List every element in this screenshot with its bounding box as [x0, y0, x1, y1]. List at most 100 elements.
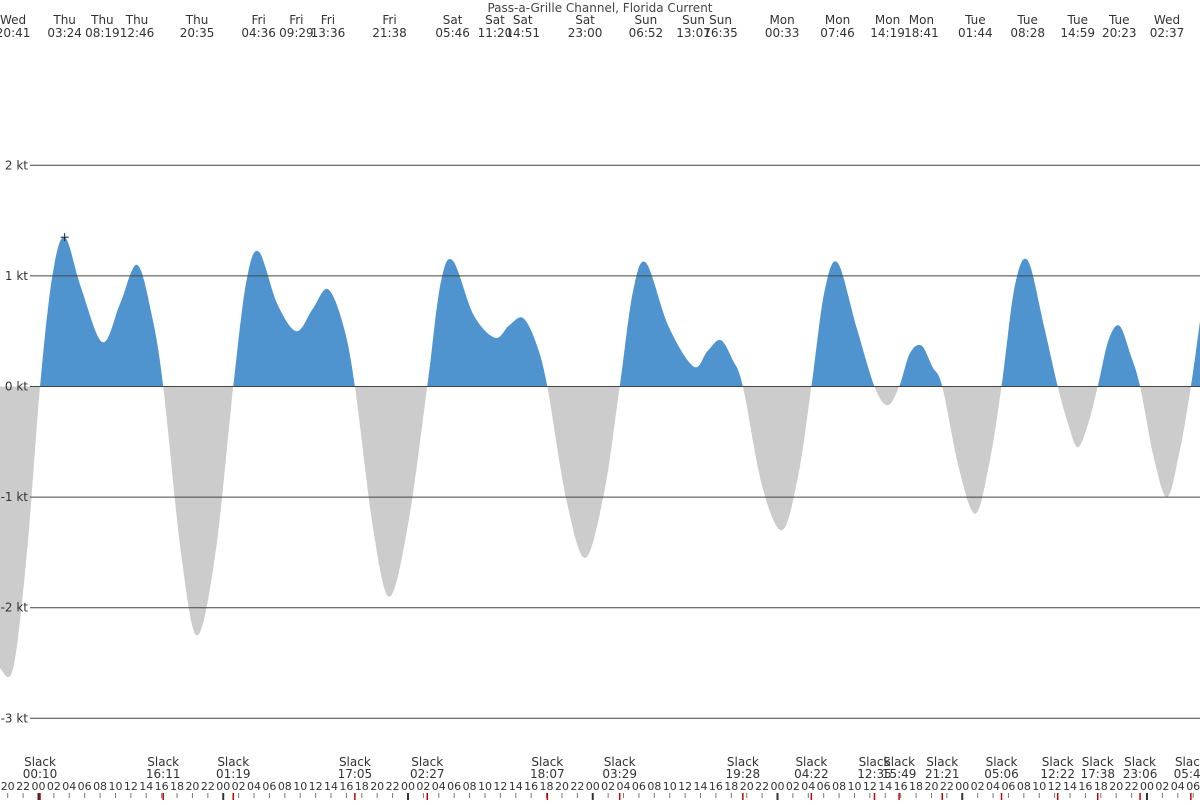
hour-label-41: 06	[632, 780, 646, 793]
top-event-time-1: 03:24	[47, 26, 82, 40]
flood-area-1	[40, 237, 164, 387]
hour-label-49: 22	[755, 780, 769, 793]
slack-time-16: 05:40	[1174, 767, 1200, 781]
hour-label-75: 02	[1155, 780, 1169, 793]
top-event-time-12: 23:00	[568, 26, 603, 40]
top-event-time-18: 14:19	[870, 26, 905, 40]
hour-label-7: 10	[108, 780, 122, 793]
y-tick-label-4: 1 kt	[5, 269, 28, 283]
hour-label-45: 14	[694, 780, 708, 793]
top-event-time-20: 01:44	[958, 26, 993, 40]
hour-label-52: 04	[801, 780, 815, 793]
top-event-time-13: 06:52	[629, 26, 664, 40]
hour-label-2: 00	[31, 780, 45, 793]
top-event-day-8: Fri	[382, 13, 396, 27]
slack-time-15: 23:06	[1123, 767, 1158, 781]
hour-label-34: 16	[524, 780, 538, 793]
hour-label-30: 08	[463, 780, 477, 793]
flood-area-7	[619, 261, 743, 387]
hour-label-21: 14	[324, 780, 338, 793]
ebb-area-6	[547, 386, 620, 558]
top-event-time-17: 07:46	[820, 26, 855, 40]
hour-label-74: 00	[1140, 780, 1154, 793]
hour-label-24: 20	[370, 780, 384, 793]
slack-time-7: 19:28	[726, 767, 761, 781]
hour-label-26: 00	[401, 780, 415, 793]
slack-label-8: Slack	[795, 755, 827, 769]
slack-label-7: Slack	[727, 755, 759, 769]
ebb-area-8	[742, 386, 812, 531]
hour-label-68: 12	[1048, 780, 1062, 793]
top-event-day-10: Sat	[485, 13, 505, 27]
hour-label-35: 18	[540, 780, 554, 793]
flood-area-9	[811, 261, 875, 387]
hour-label-62: 00	[955, 780, 969, 793]
hour-label-18: 08	[278, 780, 292, 793]
ebb-area-4	[354, 386, 428, 597]
slack-time-11: 21:21	[925, 767, 960, 781]
slack-label-1: Slack	[147, 755, 179, 769]
y-tick-label-2: -1 kt	[1, 490, 29, 504]
hour-label-0: 20	[1, 780, 15, 793]
top-event-day-4: Thu	[185, 13, 209, 27]
top-event-time-4: 20:35	[180, 26, 215, 40]
top-event-day-24: Wed	[1154, 13, 1180, 27]
hour-label-65: 06	[1001, 780, 1015, 793]
hour-label-28: 04	[432, 780, 446, 793]
slack-label-3: Slack	[339, 755, 371, 769]
hour-label-3: 02	[47, 780, 61, 793]
hour-label-31: 10	[478, 780, 492, 793]
top-event-time-19: 18:41	[904, 26, 939, 40]
top-event-time-8: 21:38	[372, 26, 407, 40]
hour-label-10: 16	[155, 780, 169, 793]
hour-label-53: 06	[817, 780, 831, 793]
hour-label-66: 08	[1017, 780, 1031, 793]
hour-label-47: 18	[724, 780, 738, 793]
hour-label-23: 18	[355, 780, 369, 793]
top-event-time-11: 14:51	[505, 26, 540, 40]
hour-label-57: 14	[878, 780, 892, 793]
slack-time-1: 16:11	[146, 767, 181, 781]
hour-label-16: 04	[247, 780, 261, 793]
ebb-area-16	[1140, 386, 1191, 498]
top-event-day-14: Sun	[682, 13, 705, 27]
slack-label-11: Slack	[926, 755, 958, 769]
hour-label-50: 00	[770, 780, 784, 793]
hour-label-12: 20	[185, 780, 199, 793]
hour-label-9: 14	[139, 780, 153, 793]
slack-time-0: 00:10	[23, 767, 58, 781]
hour-label-1: 22	[16, 780, 30, 793]
top-event-day-16: Mon	[769, 13, 794, 27]
top-event-time-6: 09:29	[279, 26, 314, 40]
slack-time-13: 12:22	[1040, 767, 1075, 781]
flood-area-13	[1001, 258, 1058, 387]
y-tick-label-3: 0 kt	[5, 380, 28, 394]
hour-label-73: 22	[1125, 780, 1139, 793]
flood-area-17	[1190, 320, 1200, 387]
hour-label-69: 14	[1063, 780, 1077, 793]
flood-area-5	[427, 259, 548, 387]
hour-label-42: 08	[647, 780, 661, 793]
top-event-day-9: Sat	[443, 13, 463, 27]
hour-label-59: 18	[909, 780, 923, 793]
hour-label-36: 20	[555, 780, 569, 793]
top-event-day-1: Thu	[52, 13, 76, 27]
slack-time-5: 18:07	[530, 767, 565, 781]
flood-area-15	[1097, 325, 1141, 387]
top-event-day-21: Tue	[1016, 13, 1038, 27]
hour-label-8: 12	[124, 780, 138, 793]
ebb-area-14	[1057, 386, 1098, 448]
hour-label-29: 06	[447, 780, 461, 793]
hour-label-54: 08	[832, 780, 846, 793]
slack-label-13: Slack	[1042, 755, 1074, 769]
hour-label-77: 06	[1186, 780, 1200, 793]
top-event-time-0: 20:41	[0, 26, 30, 40]
ebb-area-10	[874, 386, 900, 406]
flood-area-11	[899, 344, 943, 387]
slack-label-14: Slack	[1082, 755, 1114, 769]
chart-title: Pass-a-Grille Channel, Florida Current	[487, 1, 712, 15]
top-event-time-3: 12:46	[120, 26, 155, 40]
y-tick-label-0: -3 kt	[1, 711, 29, 725]
